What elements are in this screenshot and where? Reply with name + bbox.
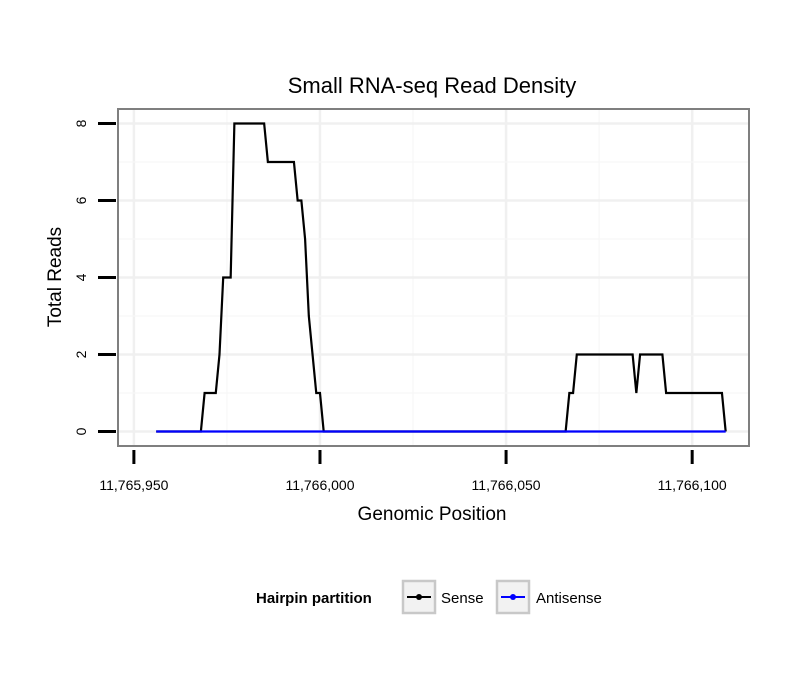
chart-title: Small RNA-seq Read Density	[288, 73, 577, 98]
y-tick-label: 8	[73, 119, 89, 127]
legend: Hairpin partition Sense Antisense	[256, 579, 602, 615]
legend-title: Hairpin partition	[256, 590, 372, 607]
legend-label-antisense: Antisense	[536, 590, 602, 607]
y-axis: 0 2 4 6 8	[73, 119, 116, 435]
legend-label-sense: Sense	[441, 590, 484, 607]
series-line-sense	[156, 122, 727, 433]
x-axis-title: Genomic Position	[358, 504, 507, 525]
x-tick-label: 11,766,050	[472, 477, 541, 493]
y-tick-label: 2	[73, 350, 89, 358]
x-tick-label: 11,766,100	[658, 477, 727, 493]
y-tick-label: 6	[73, 196, 89, 204]
y-axis-title: Total Reads	[45, 227, 66, 327]
plot-panel	[117, 108, 750, 447]
legend-dot-sense	[416, 594, 422, 600]
x-axis: 11,765,950 11,766,000 11,766,050 11,766,100	[99, 450, 727, 493]
y-tick-label: 0	[73, 427, 89, 435]
legend-dot-antisense	[510, 594, 516, 600]
x-tick-label: 11,765,950	[99, 477, 168, 493]
x-tick-label: 11,766,000	[285, 477, 354, 493]
series-lines	[156, 122, 727, 433]
y-tick-label: 4	[73, 273, 89, 281]
grid-lines	[119, 110, 748, 445]
